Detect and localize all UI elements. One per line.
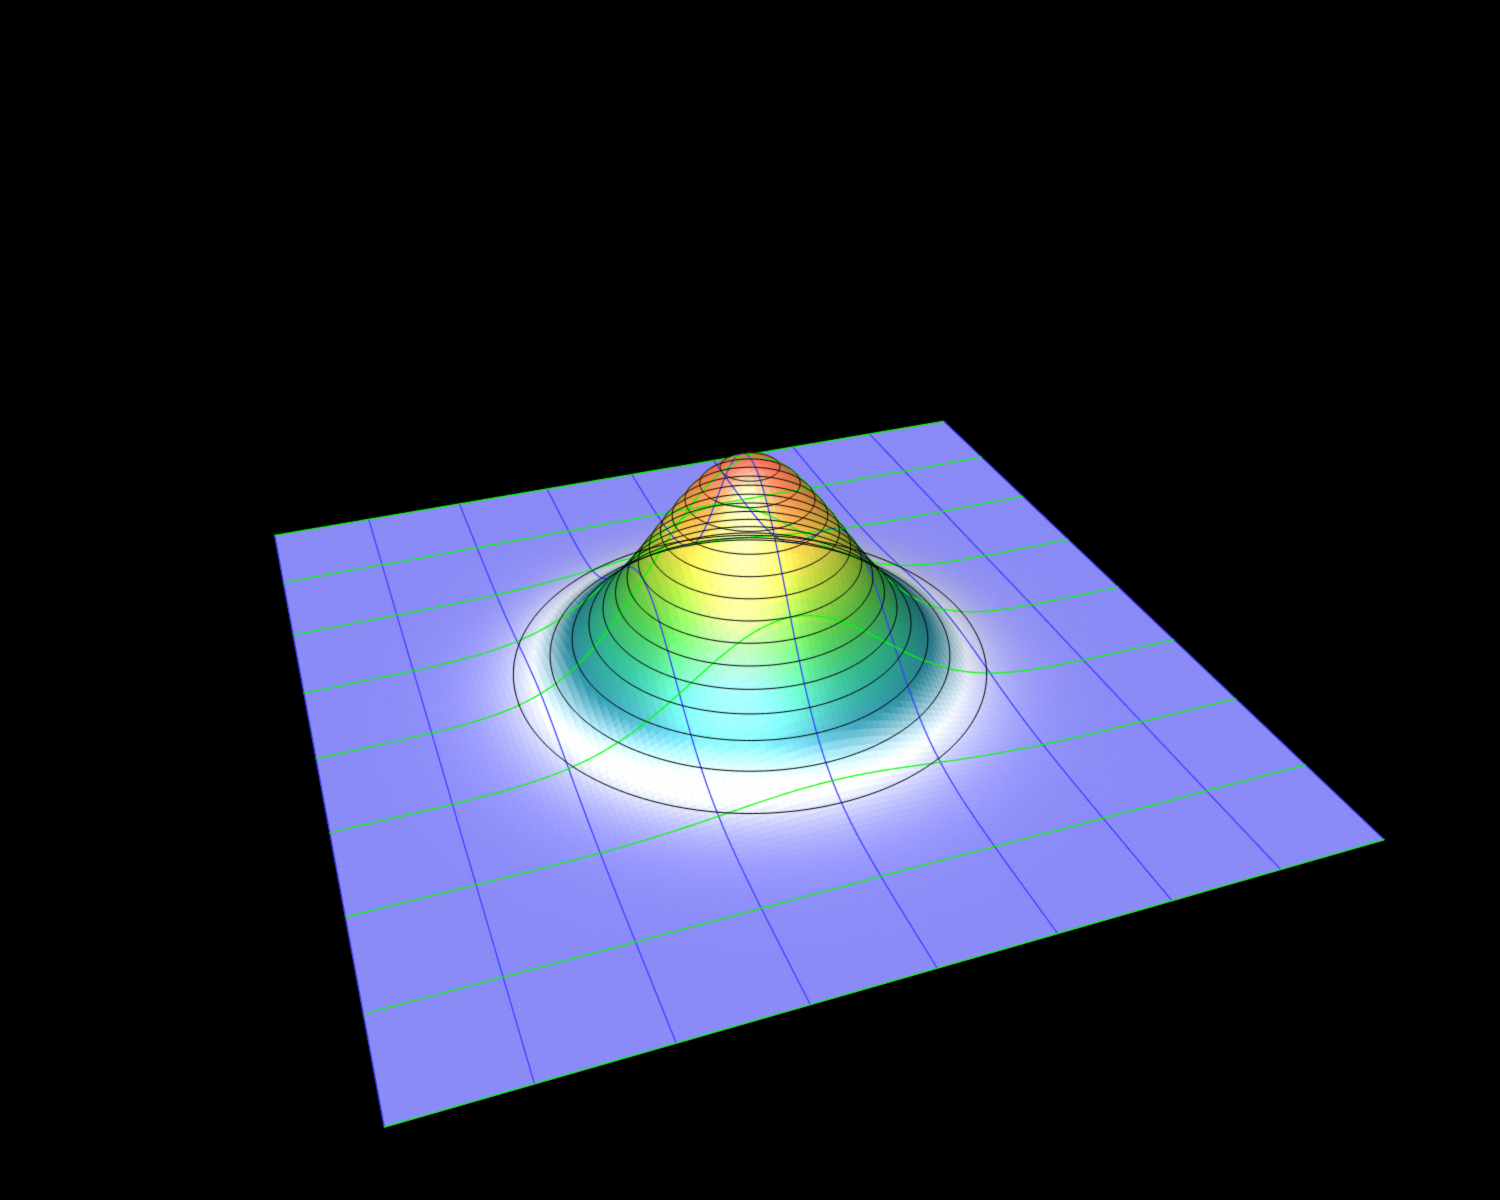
plot-canvas bbox=[0, 0, 1500, 1200]
surface-plot-3d bbox=[0, 0, 1500, 1200]
